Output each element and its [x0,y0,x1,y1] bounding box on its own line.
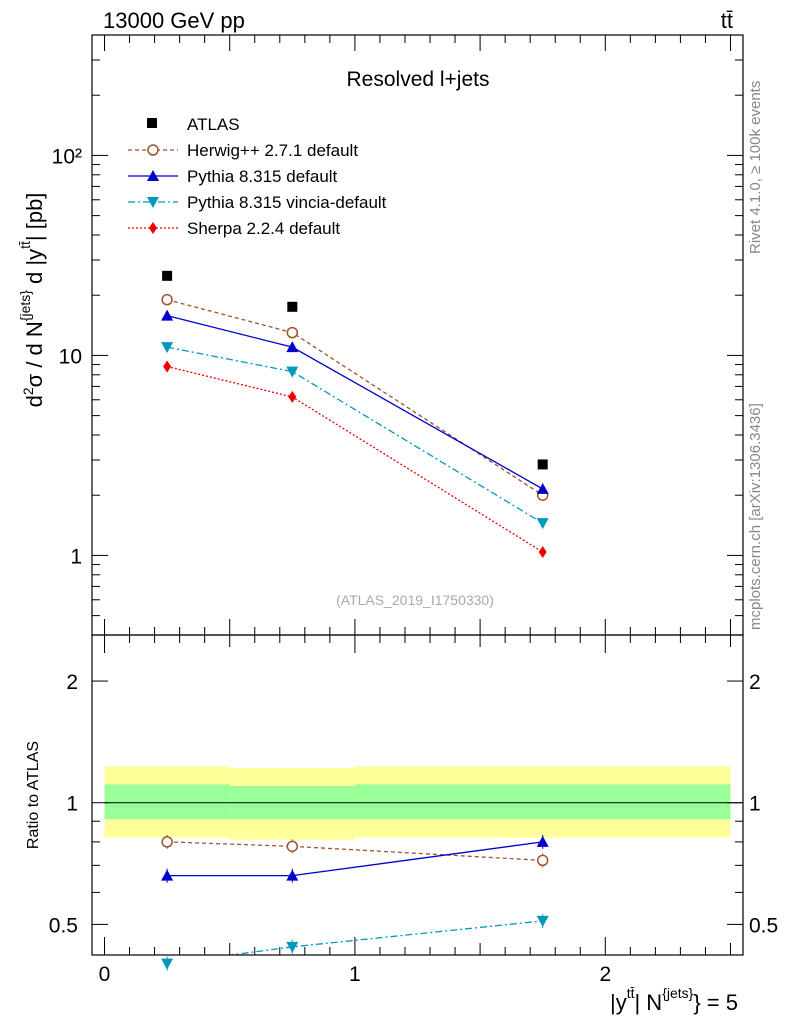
ratio-stat-band-2 [354,784,731,820]
legend-marker-herwig [147,144,159,156]
legend-label-vincia: Pythia 8.315 vincia-default [187,193,387,212]
x-tick-label-2: 2 [599,963,611,986]
main-point-pythia-8-315-default-1 [286,341,299,353]
legend-label-sherpa: Sherpa 2.2.4 default [187,219,340,238]
legend-entry-vincia: Pythia 8.315 vincia-default [128,193,387,212]
x-tick-label-0: 0 [99,963,111,986]
legend-marker-vincia [147,197,159,208]
legend-label-atlas: ATLAS [187,115,240,134]
ratio-axis-ticks [92,635,743,955]
legend-label-herwig: Herwig++ 2.7.1 default [187,141,358,160]
ratio-y-tick-label-right-1: 1 [749,793,761,816]
energy-label: 13000 GeV pp [103,8,245,33]
main-point-sherpa-2-2-4-default-2 [538,546,547,559]
ratio-line-herwig-2-7-1-default [167,841,543,862]
analysis-tag: (ATLAS_2019_I1750330) [336,592,494,608]
main-line-pythia-8-315-default [166,315,544,490]
x-tick-label-1: 1 [349,963,361,986]
legend-label-pythia: Pythia 8.315 default [187,167,338,186]
legend-marker-sherpa [149,222,157,234]
y-tick-label-100: 10² [52,145,82,168]
ratio-y-tick-label-1: 1 [66,793,78,816]
main-point-atlas-0 [162,270,173,281]
main-point-pythia-8-315-default-0 [161,309,174,321]
ratio-y-tick-label-right-2: 2 [749,671,761,694]
ratio-point-pythia-8-315-vincia-default-2 [536,915,549,927]
ratio-frame [91,634,744,956]
ratio-point-pythia-8-315-vincia-default-0 [161,958,174,970]
main-point-pythia-8-315-default-2 [536,482,549,494]
ratio-uncertainty-bands [104,766,743,840]
main-series-lines [166,299,544,553]
legend: ATLAS Herwig++ 2.7.1 default Pythia 8.31… [128,115,387,238]
ratio-y-tick-label-2: 2 [66,671,78,694]
ratio-y-tick-label-right-0.5: 0.5 [749,914,778,937]
main-point-pythia-8-315-vincia-default-0 [161,342,174,354]
ratio-stat-band-0 [104,784,230,820]
mcplots-label: mcplots.cern.ch [arXiv:1306.3436] [747,403,764,630]
main-y-axis-label: d2σ / d N{jets} d |ytt̄| [pb] [17,193,47,408]
main-point-sherpa-2-2-4-default-1 [288,390,297,403]
main-point-atlas-2 [537,459,548,470]
ratio-point-herwig-2-7-1-default-1 [286,840,299,853]
main-point-sherpa-2-2-4-default-0 [163,360,172,373]
process-label: tt̄ [721,8,733,33]
ratio-point-pythia-8-315-vincia-default-1 [286,941,299,953]
main-point-herwig-2-7-1-default-0 [161,293,173,306]
legend-entry-sherpa: Sherpa 2.2.4 default [128,219,340,238]
ratio-point-pythia-8-315-default-2 [536,835,549,847]
ratio-point-herwig-2-7-1-default-0 [161,836,173,848]
main-point-pythia-8-315-vincia-default-2 [536,518,549,530]
main-point-atlas-1 [287,301,298,312]
legend-entry-herwig: Herwig++ 2.7.1 default [128,141,358,160]
legend-marker-pythia [147,170,159,181]
ratio-y-tick-label-0.5: 0.5 [49,914,78,937]
y-tick-label-10: 10 [59,345,82,368]
x-axis-label: |ytt̄| N{jets}} = 5 [610,985,738,1015]
main-line-sherpa-2-2-4-default [166,365,544,553]
ratio-y-axis-label: Ratio to ATLAS [25,741,42,849]
ratio-point-pythia-8-315-default-1 [286,869,299,881]
ratio-series-markers [161,834,549,971]
legend-marker-atlas [147,118,157,128]
ratio-line-pythia-8-315-default [167,841,543,877]
main-point-pythia-8-315-vincia-default-1 [286,366,299,378]
ratio-point-pythia-8-315-default-0 [161,869,174,881]
main-line-herwig-2-7-1-default [166,299,544,496]
legend-entry-pythia: Pythia 8.315 default [128,167,338,186]
y-tick-label-1: 1 [70,545,82,568]
legend-entry-atlas: ATLAS [147,115,240,134]
rivet-label: Rivet 4.1.0, ≥ 100k events [747,81,764,254]
main-title: Resolved l+jets [347,68,490,91]
main-point-herwig-2-7-1-default-1 [286,326,299,339]
main-series-markers [161,270,549,559]
ratio-point-herwig-2-7-1-default-2 [536,854,549,867]
